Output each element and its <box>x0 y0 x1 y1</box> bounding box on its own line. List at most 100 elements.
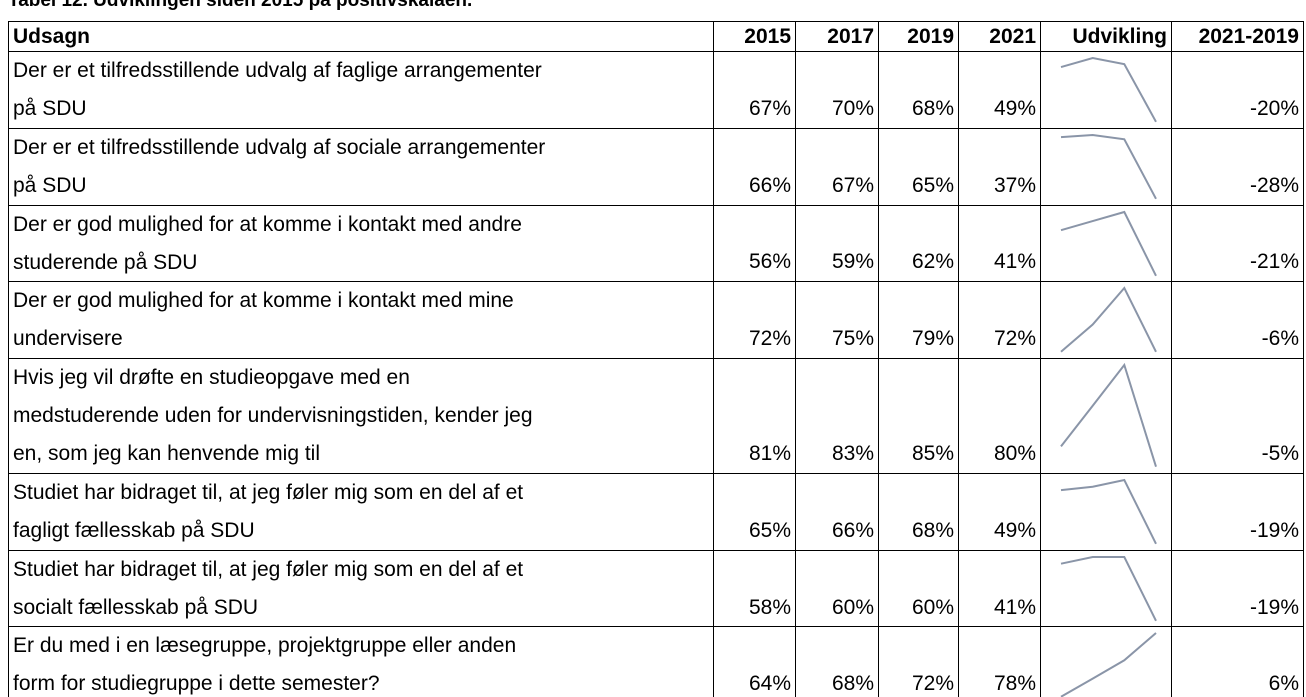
value-cell: 72% <box>958 281 1041 360</box>
statement-line: form for studiegruppe i dette semester? <box>13 672 380 696</box>
value-cell: 60% <box>878 549 959 628</box>
statement-line: Studiet har bidraget til, at jeg føler m… <box>13 480 524 504</box>
statement-line: socialt fællesskab på SDU <box>13 595 259 619</box>
header-cell: 2021 <box>958 21 1041 52</box>
data-table: Udsagn 2015 2017 2019 2021 Udvikling 2021-2019… <box>8 21 1304 697</box>
sparkline-cell <box>1040 472 1172 551</box>
statement-line: Der er god mulighed for at komme i konta… <box>13 289 514 313</box>
statement-line: medstuderende uden for undervisningstide… <box>13 404 533 428</box>
sparkline-line <box>1060 210 1157 276</box>
sparkline-cell <box>1040 358 1172 474</box>
sparkline-line <box>1060 363 1157 468</box>
value-cell: 72% <box>713 281 796 360</box>
change-cell: 6% <box>1171 626 1304 697</box>
statement-line: Der er god mulighed for at komme i konta… <box>13 212 522 236</box>
statement-line: undervisere <box>13 327 123 351</box>
value-cell: 67% <box>713 51 796 129</box>
sparkline-line <box>1060 56 1157 123</box>
change-cell: -19% <box>1171 472 1304 551</box>
value-cell: 83% <box>795 358 879 474</box>
value-cell: 65% <box>878 127 959 206</box>
header-cell: 2021-2019 <box>1171 21 1304 52</box>
value-cell: 49% <box>958 472 1041 551</box>
table-row: Der er god mulighed for at komme i konta… <box>8 281 1304 360</box>
sparkline-line <box>1060 133 1157 200</box>
value-cell: 60% <box>795 549 879 628</box>
value-cell: 64% <box>713 626 796 697</box>
header-cell: 2015 <box>713 21 796 52</box>
value-cell: 58% <box>713 549 796 628</box>
statement-line: studerende på SDU <box>13 250 198 274</box>
sparkline <box>1060 478 1157 545</box>
value-cell: 81% <box>713 358 796 474</box>
change-cell: -21% <box>1171 204 1304 283</box>
sparkline-cell <box>1040 127 1172 206</box>
value-cell: 66% <box>795 472 879 551</box>
value-cell: 78% <box>958 626 1041 697</box>
table-row: Der er god mulighed for at komme i konta… <box>8 204 1304 283</box>
header-cell: Udvikling <box>1040 21 1172 52</box>
sparkline <box>1060 56 1157 123</box>
statement-cell: Der er et tilfredsstillende udvalg af so… <box>8 127 714 206</box>
sparkline <box>1060 363 1157 468</box>
sparkline-line <box>1060 478 1157 545</box>
value-cell: 70% <box>795 51 879 129</box>
sparkline-cell <box>1040 281 1172 360</box>
value-cell: 67% <box>795 127 879 206</box>
table-body: Der er et tilfredsstillende udvalg af fa… <box>8 51 1304 697</box>
value-cell: 59% <box>795 204 879 283</box>
value-cell: 49% <box>958 51 1041 129</box>
sparkline-cell <box>1040 204 1172 283</box>
statement-cell: Der er et tilfredsstillende udvalg af fa… <box>8 51 714 129</box>
statement-cell: Der er god mulighed for at komme i konta… <box>8 204 714 283</box>
statement-line: på SDU <box>13 173 87 197</box>
change-cell: -6% <box>1171 281 1304 360</box>
statement-cell: Studiet har bidraget til, at jeg føler m… <box>8 472 714 551</box>
value-cell: 80% <box>958 358 1041 474</box>
statement-line: en, som jeg kan henvende mig til <box>13 441 321 465</box>
table-title: Tabel 12. Udviklingen siden 2015 på posi… <box>8 0 473 11</box>
statement-line: fagligt fællesskab på SDU <box>13 518 255 542</box>
sparkline-cell <box>1040 626 1172 697</box>
statement-line: Er du med i en læsegruppe, projektgruppe… <box>13 634 517 658</box>
value-cell: 41% <box>958 549 1041 628</box>
value-cell: 79% <box>878 281 959 360</box>
statement-cell: Hvis jeg vil drøfte en studieopgave med … <box>8 358 714 474</box>
statement-line: Der er et tilfredsstillende udvalg af fa… <box>13 59 542 83</box>
value-cell: 68% <box>878 51 959 129</box>
statement-line: på SDU <box>13 96 87 120</box>
sparkline-line <box>1060 555 1157 621</box>
value-cell: 68% <box>795 626 879 697</box>
header-cell: Udsagn <box>8 21 714 52</box>
value-cell: 65% <box>713 472 796 551</box>
value-cell: 56% <box>713 204 796 283</box>
statement-line: Hvis jeg vil drøfte en studieopgave med … <box>13 366 410 390</box>
change-cell: -28% <box>1171 127 1304 206</box>
value-cell: 85% <box>878 358 959 474</box>
sparkline <box>1060 210 1157 276</box>
sparkline-line <box>1060 632 1157 697</box>
sparkline <box>1060 133 1157 200</box>
header-row: Udsagn 2015 2017 2019 2021 Udvikling 2021-2019 <box>8 21 1304 52</box>
table-row: Der er et tilfredsstillende udvalg af so… <box>8 127 1304 206</box>
value-cell: 68% <box>878 472 959 551</box>
value-cell: 66% <box>713 127 796 206</box>
value-cell: 75% <box>795 281 879 360</box>
value-cell: 62% <box>878 204 959 283</box>
sparkline <box>1060 632 1157 697</box>
sparkline-line <box>1060 286 1157 353</box>
header-cell: 2019 <box>878 21 959 52</box>
change-cell: -20% <box>1171 51 1304 129</box>
statement-cell: Studiet har bidraget til, at jeg føler m… <box>8 549 714 628</box>
sparkline-cell <box>1040 549 1172 628</box>
sparkline <box>1060 286 1157 353</box>
table-row: Hvis jeg vil drøfte en studieopgave med … <box>8 358 1304 474</box>
sparkline <box>1060 555 1157 621</box>
statement-line: Der er et tilfredsstillende udvalg af so… <box>13 135 546 159</box>
value-cell: 37% <box>958 127 1041 206</box>
sparkline-cell <box>1040 51 1172 129</box>
table-row: Er du med i en læsegruppe, projektgruppe… <box>8 626 1304 697</box>
table-row: Studiet har bidraget til, at jeg føler m… <box>8 549 1304 628</box>
change-cell: -5% <box>1171 358 1304 474</box>
